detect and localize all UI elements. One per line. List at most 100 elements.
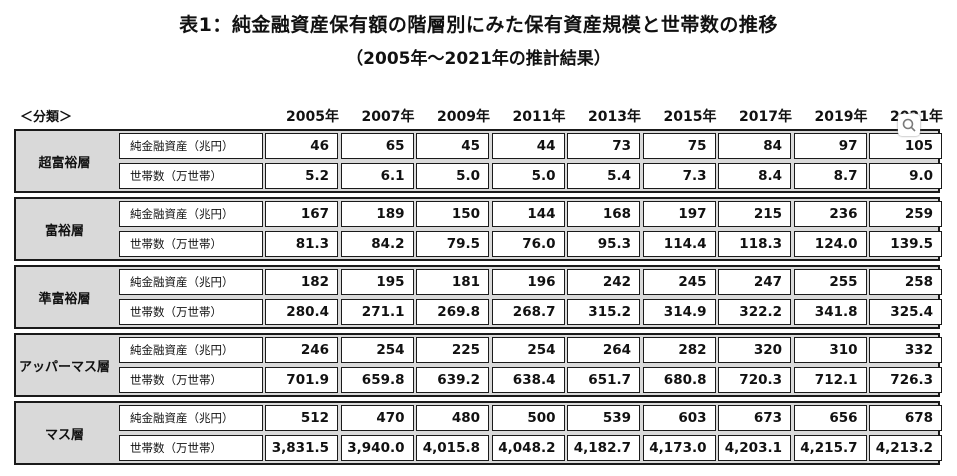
- table-cell: 247: [718, 269, 791, 295]
- metric-label: 純金融資産（兆円）: [119, 269, 263, 295]
- table-cell: 225: [416, 337, 489, 363]
- table-cell: 139.5: [869, 231, 942, 257]
- table-cell: 44: [491, 133, 565, 159]
- tier-label: アッパーマス層: [18, 359, 110, 375]
- table-cell: 8.4: [718, 163, 791, 189]
- metric-label: 純金融資産（兆円）: [119, 337, 263, 363]
- table-cell: 639.2: [416, 367, 489, 393]
- table-cell: 314.9: [642, 299, 716, 325]
- metric-label: 純金融資産（兆円）: [119, 405, 263, 431]
- table-cell: 118.3: [718, 231, 791, 257]
- table-cell: 5.4: [567, 163, 640, 189]
- table-subtitle: （2005年〜2021年の推計結果）: [346, 49, 611, 69]
- table-cell: 246: [265, 337, 338, 363]
- table-cell: 5.0: [416, 163, 489, 189]
- table-cell: 5.2: [265, 163, 338, 189]
- table-cell: 5.0: [491, 163, 565, 189]
- table-cell: 332: [869, 337, 942, 363]
- table-cell: 236: [793, 201, 867, 227]
- table-cell: 4,182.7: [567, 435, 640, 461]
- table-cell: 45: [416, 133, 489, 159]
- table-cell: 9.0: [869, 163, 942, 189]
- tier-label: 準富裕層: [38, 291, 91, 307]
- table-cell: 512: [265, 405, 338, 431]
- table-cell: 310: [793, 337, 867, 363]
- table-cell: 651.7: [567, 367, 640, 393]
- table-cell: 280.4: [265, 299, 338, 325]
- metric-label: 世帯数（万世帯）: [119, 367, 263, 393]
- metric-label: 世帯数（万世帯）: [119, 299, 263, 325]
- category-header: ＜分類＞: [20, 110, 73, 125]
- table-cell: 84: [718, 133, 791, 159]
- table-cell: 181: [416, 269, 489, 295]
- metric-label: 世帯数（万世帯）: [119, 435, 263, 461]
- table-cell: 680.8: [642, 367, 716, 393]
- table-cell: 4,213.2: [869, 435, 942, 461]
- table-cell: 341.8: [793, 299, 867, 325]
- table-cell: 73: [567, 133, 640, 159]
- table-cell: 76.0: [491, 231, 565, 257]
- table-cell: 539: [567, 405, 640, 431]
- table-cell: 6.1: [340, 163, 414, 189]
- table-cell: 315.2: [567, 299, 640, 325]
- table-cell: 7.3: [642, 163, 716, 189]
- column-header: 2009年: [437, 109, 490, 125]
- table-cell: 254: [340, 337, 414, 363]
- table-cell: 603: [642, 405, 716, 431]
- table-cell: 8.7: [793, 163, 867, 189]
- table-cell: 196: [491, 269, 565, 295]
- table-cell: 215: [718, 201, 791, 227]
- table-cell: 259: [869, 201, 942, 227]
- column-header: 2019年: [814, 109, 868, 125]
- tier-label: 富裕層: [44, 223, 84, 239]
- table-cell: 268.7: [491, 299, 565, 325]
- table-cell: 150: [416, 201, 489, 227]
- table-cell: 638.4: [491, 367, 565, 393]
- table-cell: 245: [642, 269, 716, 295]
- table-cell: 182: [265, 269, 338, 295]
- table-cell: 4,203.1: [718, 435, 791, 461]
- table-cell: 195: [340, 269, 414, 295]
- column-header: 2017年: [739, 109, 792, 125]
- table-cell: 105: [869, 133, 942, 159]
- table-cell: 678: [869, 405, 942, 431]
- table-cell: 4,215.7: [793, 435, 867, 461]
- table-cell: 500: [491, 405, 565, 431]
- table-cell: 480: [416, 405, 489, 431]
- metric-label: 純金融資産（兆円）: [119, 201, 263, 227]
- table-cell: 322.2: [718, 299, 791, 325]
- table-cell: 4,015.8: [416, 435, 489, 461]
- table-cell: 269.8: [416, 299, 489, 325]
- table-cell: 189: [340, 201, 414, 227]
- table-cell: 242: [567, 269, 640, 295]
- table-cell: 726.3: [869, 367, 942, 393]
- table-cell: 701.9: [265, 367, 338, 393]
- table-cell: 673: [718, 405, 791, 431]
- table-cell: 144: [491, 201, 565, 227]
- tier-label: 超富裕層: [38, 155, 91, 171]
- table-cell: 114.4: [642, 231, 716, 257]
- table-cell: 167: [265, 201, 338, 227]
- table-cell: 271.1: [340, 299, 414, 325]
- metric-label: 純金融資産（兆円）: [119, 133, 263, 159]
- table-cell: 320: [718, 337, 791, 363]
- table-cell: 4,048.2: [491, 435, 565, 461]
- table-cell: 124.0: [793, 231, 867, 257]
- table-cell: 79.5: [416, 231, 489, 257]
- zoom-icon[interactable]: [898, 114, 920, 136]
- table-cell: 255: [793, 269, 867, 295]
- table-cell: 720.3: [718, 367, 791, 393]
- table-cell: 84.2: [340, 231, 414, 257]
- column-header: 2005年: [286, 109, 339, 125]
- table-cell: 470: [340, 405, 414, 431]
- metric-label: 世帯数（万世帯）: [119, 163, 263, 189]
- table-cell: 282: [642, 337, 716, 363]
- table-cell: 3,831.5: [265, 435, 338, 461]
- table-cell: 712.1: [793, 367, 867, 393]
- metric-label: 世帯数（万世帯）: [119, 231, 263, 257]
- table-cell: 65: [340, 133, 414, 159]
- table-cell: 168: [567, 201, 640, 227]
- table-cell: 46: [265, 133, 338, 159]
- table-title: 表1：純金融資産保有額の階層別にみた保有資産規模と世帯数の推移: [179, 14, 778, 36]
- table-cell: 4,173.0: [642, 435, 716, 461]
